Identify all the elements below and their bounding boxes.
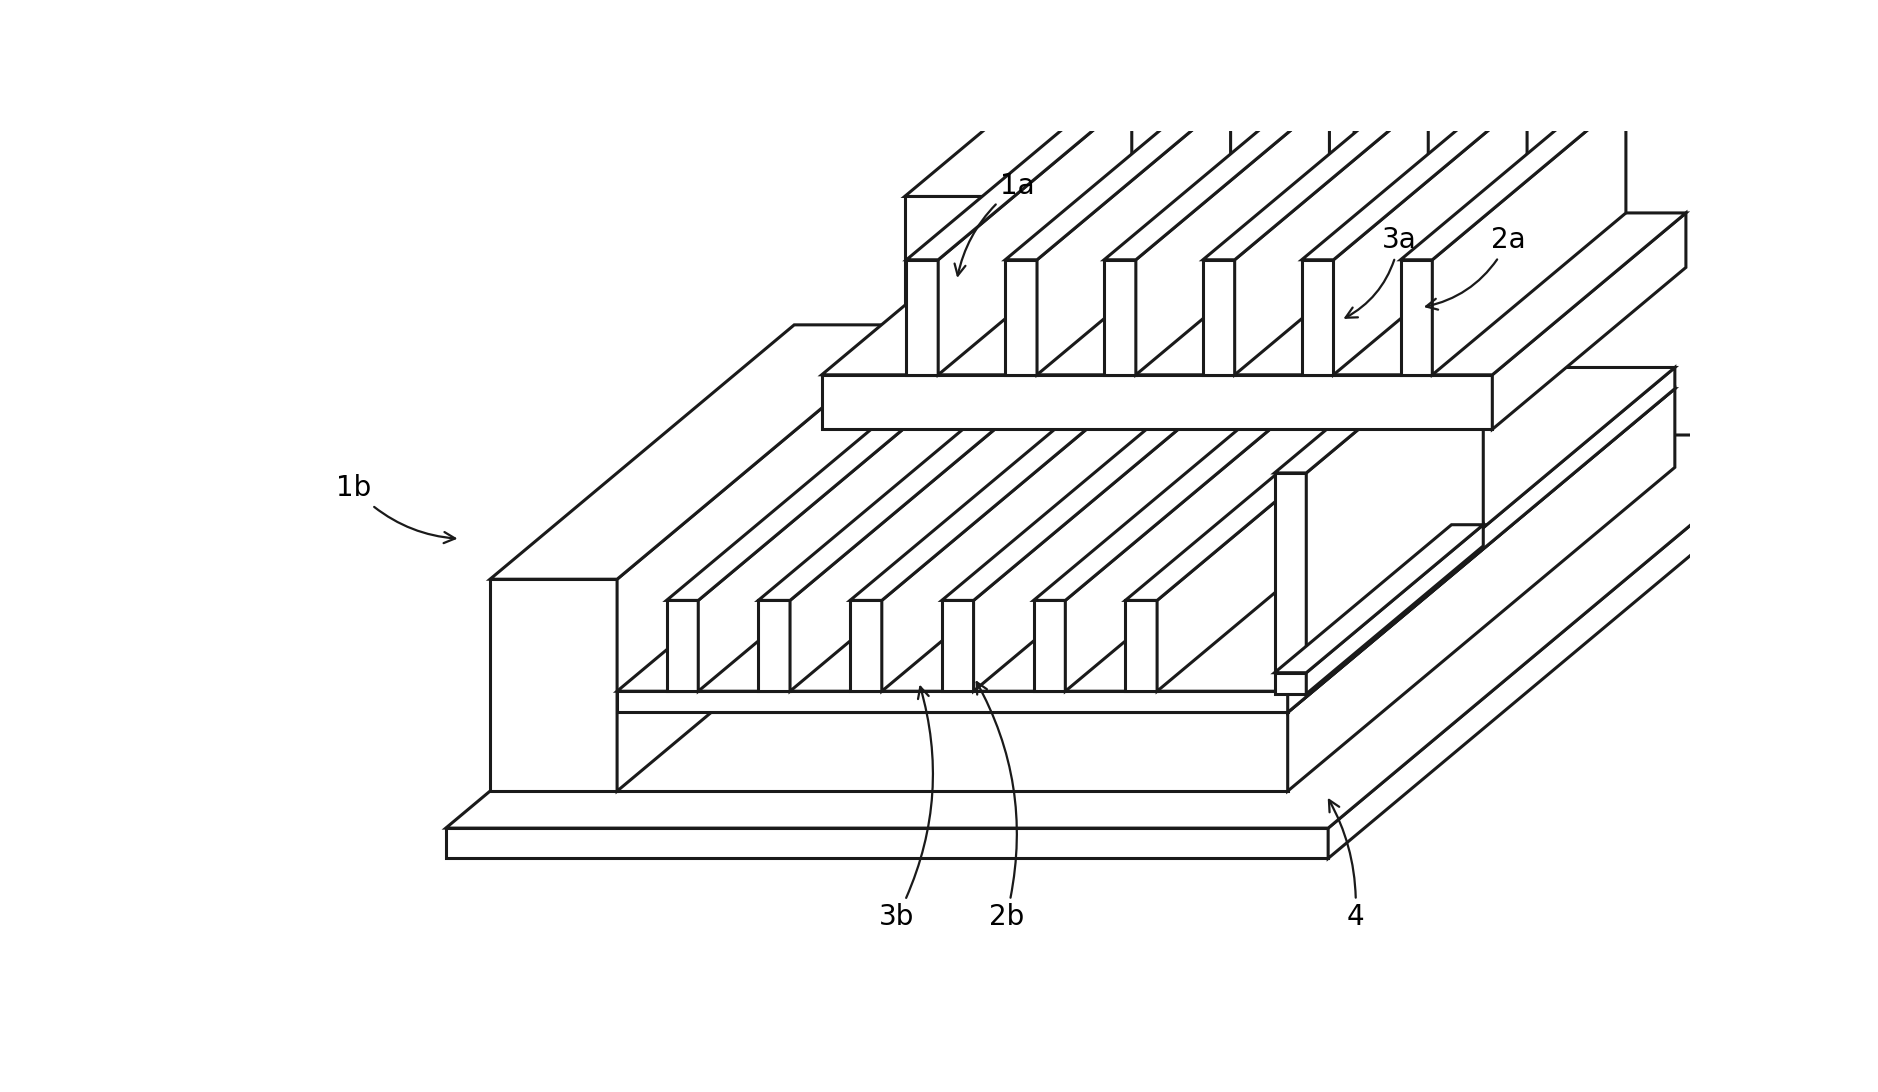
Polygon shape	[1301, 260, 1333, 375]
Polygon shape	[939, 98, 1132, 375]
Polygon shape	[618, 712, 1288, 791]
Polygon shape	[823, 213, 1686, 375]
Polygon shape	[490, 579, 618, 791]
Text: 1a: 1a	[954, 171, 1035, 275]
Polygon shape	[883, 313, 1224, 691]
Polygon shape	[618, 389, 1675, 712]
Polygon shape	[1275, 525, 1484, 673]
Polygon shape	[1037, 98, 1230, 375]
Polygon shape	[1493, 213, 1686, 429]
Polygon shape	[1104, 98, 1330, 260]
Polygon shape	[1275, 473, 1307, 673]
Polygon shape	[973, 313, 1316, 691]
Polygon shape	[618, 368, 1675, 691]
Polygon shape	[1136, 98, 1330, 375]
Text: 1b: 1b	[336, 474, 454, 543]
Polygon shape	[667, 313, 1040, 601]
Polygon shape	[1125, 313, 1501, 601]
Polygon shape	[1307, 325, 1484, 673]
Polygon shape	[1328, 435, 1799, 858]
Polygon shape	[759, 313, 1132, 601]
Polygon shape	[1401, 98, 1626, 260]
Polygon shape	[618, 324, 922, 791]
Polygon shape	[1033, 313, 1408, 601]
Polygon shape	[907, 260, 939, 375]
Polygon shape	[490, 324, 922, 579]
Polygon shape	[1301, 98, 1527, 260]
Polygon shape	[445, 435, 1799, 828]
Polygon shape	[823, 375, 1493, 429]
Text: 3a: 3a	[1345, 226, 1416, 318]
Polygon shape	[907, 98, 1132, 260]
Polygon shape	[1401, 260, 1433, 375]
Polygon shape	[851, 313, 1224, 601]
Polygon shape	[1033, 601, 1065, 691]
Polygon shape	[618, 691, 1288, 712]
Polygon shape	[1204, 260, 1234, 375]
Text: 2b: 2b	[977, 682, 1024, 931]
Text: 3b: 3b	[879, 687, 933, 931]
Text: 4: 4	[1330, 799, 1363, 931]
Polygon shape	[667, 601, 699, 691]
Polygon shape	[941, 313, 1316, 601]
Polygon shape	[1125, 601, 1157, 691]
Polygon shape	[905, 197, 1243, 306]
Text: 2a: 2a	[1425, 226, 1525, 310]
Polygon shape	[445, 828, 1328, 858]
Polygon shape	[1065, 313, 1408, 691]
Polygon shape	[1275, 673, 1307, 693]
Polygon shape	[1307, 525, 1484, 693]
Polygon shape	[1288, 368, 1675, 712]
Polygon shape	[699, 313, 1040, 691]
Polygon shape	[1243, 104, 1354, 306]
Polygon shape	[759, 601, 791, 691]
Polygon shape	[1433, 98, 1626, 375]
Polygon shape	[1104, 260, 1136, 375]
Polygon shape	[941, 601, 973, 691]
Polygon shape	[1333, 98, 1527, 375]
Polygon shape	[1275, 325, 1484, 473]
Polygon shape	[1005, 98, 1230, 260]
Polygon shape	[1157, 313, 1501, 691]
Polygon shape	[791, 313, 1132, 691]
Polygon shape	[1204, 98, 1429, 260]
Polygon shape	[1234, 98, 1429, 375]
Polygon shape	[1288, 389, 1675, 791]
Polygon shape	[851, 601, 883, 691]
Polygon shape	[905, 104, 1354, 197]
Polygon shape	[1005, 260, 1037, 375]
